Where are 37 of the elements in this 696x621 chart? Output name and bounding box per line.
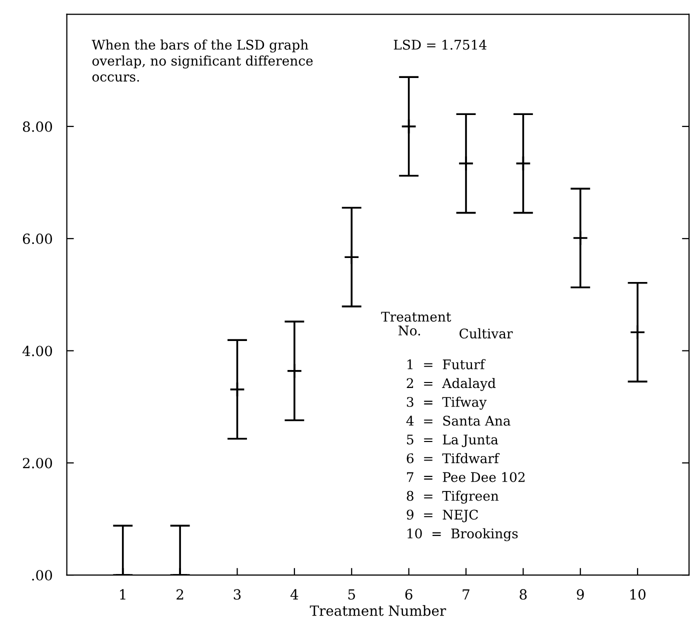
x-tick-label: 4 [290,589,298,600]
y-tick-label: 6.00 [22,234,52,244]
annotation: 3 = Tifway [406,396,487,410]
annotation: 7 = Pee Dee 102 [407,472,525,482]
point [400,118,417,134]
y-tick-label: 2.00 [22,458,52,468]
point [572,230,588,246]
point [286,363,302,379]
x-tick-label: 6 [405,589,412,600]
y-tick-label: .00 [32,570,52,581]
annotation: Cultivar [460,328,513,339]
x-tick-label: 7 [462,589,470,600]
x-axis-title: Treatment Number [310,605,446,616]
x-tick-label: 8 [520,589,527,600]
y-tick-label: 8.00 [22,121,52,132]
x-tick-label: 1 [120,589,126,600]
annotation: 1 = Futurf [408,359,486,370]
point [630,324,646,340]
x-tick-label: 10 [630,589,646,600]
annotation: 5 = La Junta [407,434,498,448]
y-tick-label: 4.00 [22,346,52,356]
x-tick-label: 3 [234,589,241,600]
x-tick-label: 5 [348,589,355,600]
annotation: Treatment No. [381,312,452,336]
annotation: LSD = 1.7514 [394,40,486,50]
annotation: 4 = Santa Ana [406,416,510,426]
point [515,156,532,172]
point [344,249,360,265]
x-tick-label: 2 [176,589,184,600]
annotation: 10 = Brookings [408,528,518,542]
annotation: 2 = Adalayd [406,378,496,391]
annotation: 6 = Tifdwarf [406,453,500,464]
annotation: 8 = Tifgreen [406,490,499,504]
annotation: When the bars of the LSD graph overlap, no significant difference occurs. [92,40,313,82]
annotation: 9 = NEJC [406,510,478,522]
point [458,156,474,172]
x-tick-label: 9 [576,589,584,600]
